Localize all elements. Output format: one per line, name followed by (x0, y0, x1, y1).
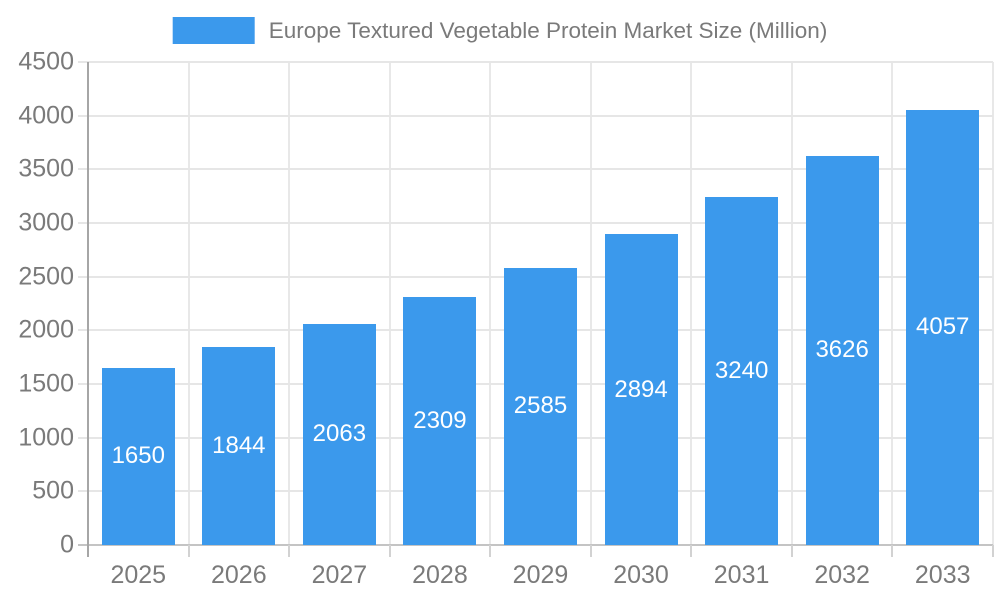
y-gridline (78, 168, 993, 171)
y-tick-label: 500 (32, 476, 74, 505)
y-tick-label: 1000 (18, 423, 74, 452)
bar-2025: 1650 (101, 367, 175, 545)
y-gridline (78, 61, 993, 63)
x-tick-label-2030: 2030 (613, 561, 669, 589)
bar-value-label: 1650 (111, 442, 165, 470)
v-gridline (790, 62, 793, 545)
bar-value-label: 2309 (413, 407, 467, 435)
legend-item[interactable]: Europe Textured Vegetable Protein Market… (172, 17, 828, 44)
y-tick-label: 3500 (18, 154, 74, 183)
x-tick-label-2025: 2025 (110, 561, 167, 589)
x-tick-label-2029: 2029 (512, 561, 569, 589)
y-tick-label: 0 (60, 530, 74, 559)
bar-2028: 2309 (403, 297, 477, 545)
x-tick-label-2031: 2031 (713, 561, 770, 589)
bar-2033: 4057 (906, 109, 980, 545)
y-gridline (78, 114, 993, 117)
v-gridline (690, 62, 693, 545)
bar-value-label: 3240 (714, 357, 769, 385)
y-tick-label: 2500 (18, 262, 74, 291)
bar-value-label: 2894 (614, 375, 668, 403)
legend-swatch-icon (172, 17, 255, 44)
x-tick-mark (690, 545, 693, 557)
bar-2026: 1844 (202, 347, 276, 545)
bar-value-label: 4057 (916, 313, 970, 341)
y-gridline (78, 544, 993, 546)
y-tick-label: 4000 (18, 101, 74, 130)
x-axis-labels: 2025 2026 2027 2028 2029 2030 2031 2032 2033 (88, 560, 993, 594)
x-tick-mark (288, 545, 291, 557)
v-gridline (187, 62, 190, 545)
x-tick-label-2027: 2027 (311, 561, 368, 589)
x-tick-mark (187, 545, 190, 557)
bar-2027: 2063 (302, 323, 376, 545)
bar-value-label: 2585 (513, 392, 568, 420)
y-tick-label: 2000 (18, 315, 74, 344)
x-tick-mark (489, 545, 492, 557)
y-axis-line (87, 62, 89, 557)
plot-area: 1650 1844 2063 2309 2585 2894 3240 3626 4057 (78, 61, 994, 557)
x-tick-label-2026: 2026 (211, 561, 267, 589)
x-tick-mark (992, 545, 994, 557)
x-tick-mark (589, 545, 592, 557)
v-gridline (589, 62, 592, 545)
bar-2030: 2894 (604, 234, 678, 545)
y-gridline (78, 221, 993, 224)
bar-2032: 3626 (805, 155, 879, 545)
v-gridline (891, 62, 894, 545)
y-tick-label: 4500 (18, 47, 74, 76)
v-gridline (288, 62, 291, 545)
v-gridline (388, 62, 391, 545)
x-tick-label-2033: 2033 (914, 561, 971, 589)
bar-value-label: 2063 (312, 420, 367, 448)
y-tick-label: 3000 (18, 208, 74, 237)
bar-value-label: 3626 (815, 336, 869, 364)
legend-label: Europe Textured Vegetable Protein Market… (268, 17, 828, 43)
bar-2031: 3240 (705, 197, 779, 545)
x-tick-mark (388, 545, 391, 557)
x-tick-mark (790, 545, 793, 557)
y-axis-labels: 0 500 1000 1500 2000 2500 3000 3500 4000 4500 (0, 49, 74, 557)
bar-value-label: 1844 (212, 432, 266, 460)
x-tick-mark (891, 545, 894, 557)
v-gridline (489, 62, 492, 545)
x-tick-label-2032: 2032 (814, 561, 870, 589)
bar-2029: 2585 (503, 267, 577, 545)
y-tick-label: 1500 (18, 369, 74, 398)
v-gridline (992, 62, 994, 545)
x-tick-label-2028: 2028 (412, 561, 468, 589)
